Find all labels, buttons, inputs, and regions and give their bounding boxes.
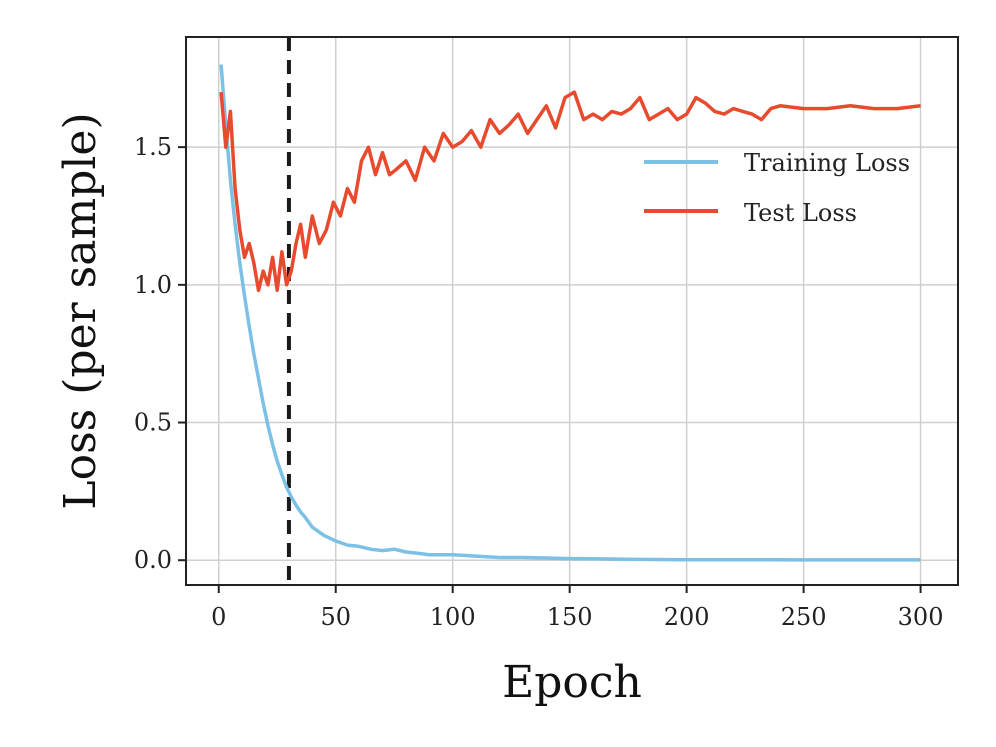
series-group xyxy=(219,64,921,562)
legend: Training Loss Test Loss xyxy=(644,149,910,227)
y-tick-label-0: 0.0 xyxy=(134,546,172,574)
legend-label-test-loss: Test Loss xyxy=(744,199,857,227)
y-tick-label-0.5: 0.5 xyxy=(134,409,172,437)
x-tick-label-100: 100 xyxy=(430,603,476,631)
tick-labels: 0 50 100 150 200 250 300 0.0 0.5 1.0 1.5 xyxy=(134,133,944,631)
grid xyxy=(186,37,958,585)
plot-frame xyxy=(185,36,959,586)
legend-label-training-loss: Training Loss xyxy=(744,149,910,177)
x-tick-label-150: 150 xyxy=(547,603,593,631)
x-tick-label-0: 0 xyxy=(211,603,226,631)
x-tick-label-50: 50 xyxy=(320,603,351,631)
series-line-test-loss xyxy=(219,90,921,293)
x-axis-title: Epoch xyxy=(502,657,642,708)
y-axis-title: Loss (per sample) xyxy=(55,112,106,509)
series-line-training-loss xyxy=(219,64,921,562)
x-tick-label-250: 250 xyxy=(781,603,827,631)
y-tick-label-1.5: 1.5 xyxy=(134,133,172,161)
x-tick-label-300: 300 xyxy=(898,603,944,631)
y-tick-label-1: 1.0 xyxy=(134,271,172,299)
x-tick-label-200: 200 xyxy=(664,603,710,631)
ticks xyxy=(178,146,922,593)
